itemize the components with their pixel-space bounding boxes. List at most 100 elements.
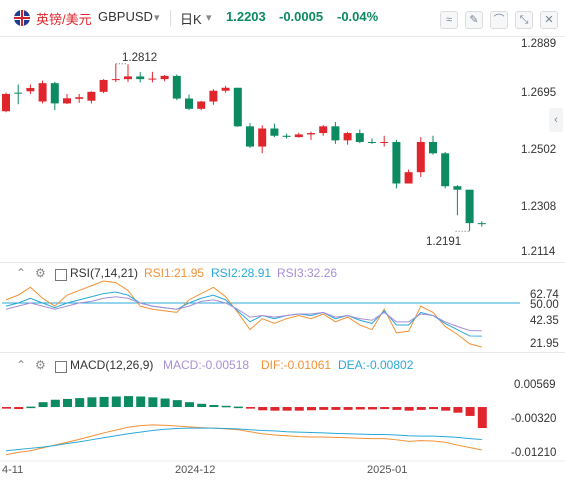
y-tick-label: 1.2308 xyxy=(521,201,557,213)
macd-bar xyxy=(307,407,316,411)
rsi-checkbox-icon[interactable] xyxy=(55,269,67,281)
rsi-settings-icon[interactable]: ⚙ xyxy=(35,266,46,280)
macd-bar xyxy=(343,407,353,410)
macd-bar xyxy=(331,407,341,410)
interval-selector[interactable]: 日K xyxy=(180,12,202,27)
rsi-y-tick: 42.35 xyxy=(530,315,559,327)
candle xyxy=(99,79,108,92)
macd-bar xyxy=(2,407,11,409)
candle xyxy=(404,172,413,184)
candle xyxy=(2,93,10,112)
macd-bar xyxy=(246,407,255,409)
candle xyxy=(75,97,84,99)
flag-icon xyxy=(14,10,30,26)
rsi-y-tick: 50.00 xyxy=(530,299,559,311)
y-tick-label: 1.2502 xyxy=(521,144,557,156)
candle xyxy=(233,87,242,127)
macd-bar xyxy=(233,406,243,409)
candle xyxy=(368,141,376,143)
macd-bar xyxy=(75,398,85,408)
macd-bar xyxy=(294,407,304,411)
macd-bar xyxy=(465,407,475,416)
candle xyxy=(148,78,157,80)
macd-bar xyxy=(441,407,451,411)
rsi1-legend: RSI1:21.95 xyxy=(144,266,205,280)
candle xyxy=(246,126,254,147)
macd-bar xyxy=(270,407,280,411)
ruler-icon[interactable]: ⌒ xyxy=(490,11,508,29)
macd-bar xyxy=(258,407,268,411)
macd-bar xyxy=(172,400,182,408)
header-divider xyxy=(0,36,565,37)
collapse-icon[interactable]: ⤡ xyxy=(515,11,533,29)
draw-icon[interactable]: ≈ xyxy=(440,11,458,29)
price-change: -0.0005 xyxy=(279,9,324,24)
interval-caret[interactable]: ▾ xyxy=(206,12,212,24)
macd-bar xyxy=(453,407,463,413)
candle xyxy=(87,91,96,101)
candle xyxy=(477,223,486,225)
candle xyxy=(465,189,474,224)
macd-bar xyxy=(355,407,365,410)
macd-collapse-icon[interactable]: ⌃ xyxy=(16,358,27,372)
macd-bar xyxy=(50,399,60,408)
candle xyxy=(380,141,389,143)
x-tick-label: 4-11 xyxy=(2,464,24,476)
macd-bar xyxy=(209,405,219,408)
macd-bar xyxy=(392,407,402,410)
candle xyxy=(209,90,218,102)
macd-bar xyxy=(429,407,438,410)
candle xyxy=(185,98,193,109)
macd-checkbox-icon[interactable] xyxy=(55,361,67,373)
candle xyxy=(111,79,120,81)
pair-name[interactable]: 英镑/美元 xyxy=(36,12,92,27)
close-icon[interactable]: ✕ xyxy=(540,11,558,29)
x-tick-label: 2025-01 xyxy=(367,464,408,476)
candle xyxy=(355,133,364,142)
candle xyxy=(258,128,267,147)
macd-line-dif xyxy=(5,424,482,456)
macd-y-tick: 0.00569 xyxy=(514,379,556,391)
candle xyxy=(453,186,462,190)
macd-settings-icon[interactable]: ⚙ xyxy=(35,358,46,372)
macd-bar xyxy=(111,396,121,408)
pane-divider xyxy=(0,262,565,263)
dif-legend: DIF:-0.01061 xyxy=(261,358,332,372)
candle xyxy=(26,88,35,92)
macd-bar xyxy=(477,407,487,428)
macd-bar xyxy=(124,396,133,408)
macd-bar xyxy=(63,398,72,408)
macd-bar xyxy=(148,397,158,408)
candle xyxy=(14,92,23,94)
candle xyxy=(416,141,425,173)
last-price: 1.2203 xyxy=(226,9,266,24)
rsi3-legend: RSI3:32.26 xyxy=(277,266,338,280)
chart-header: 英镑/美元 GBPUSD ▾ 日K ▾ 1.2203 -0.0005 -0.04… xyxy=(0,0,565,36)
macd-bar xyxy=(368,407,377,410)
rsi-line-rsi3 xyxy=(5,296,482,332)
macd-bar xyxy=(185,402,194,408)
high-annotation: 1.2812 xyxy=(122,52,158,64)
rsi-title: RSI(7,14,21) xyxy=(70,266,139,280)
candle xyxy=(124,76,132,80)
symbol-code[interactable]: GBPUSD xyxy=(98,9,153,24)
macd-bar xyxy=(87,397,97,408)
candle xyxy=(38,83,47,102)
symbol-caret[interactable]: ▾ xyxy=(154,12,160,24)
y-tick-label: 1.2695 xyxy=(521,87,557,99)
macd-title: MACD(12,26,9) xyxy=(70,358,154,372)
chevron-left-icon[interactable]: ‹ xyxy=(549,108,563,132)
candle xyxy=(282,135,291,137)
macd-bar xyxy=(380,407,390,410)
macd-y-tick: -0.01210 xyxy=(511,447,557,459)
pen-icon[interactable]: ✎ xyxy=(465,11,483,29)
rsi-y-tick: 21.95 xyxy=(530,338,559,350)
macd-bar xyxy=(197,403,207,408)
macd-bar xyxy=(416,407,426,410)
candle xyxy=(294,134,303,138)
rsi-collapse-icon[interactable]: ⌃ xyxy=(16,266,27,280)
macd-bar xyxy=(14,407,24,410)
dea-legend: DEA:-0.00802 xyxy=(338,358,414,372)
candle xyxy=(343,133,352,141)
